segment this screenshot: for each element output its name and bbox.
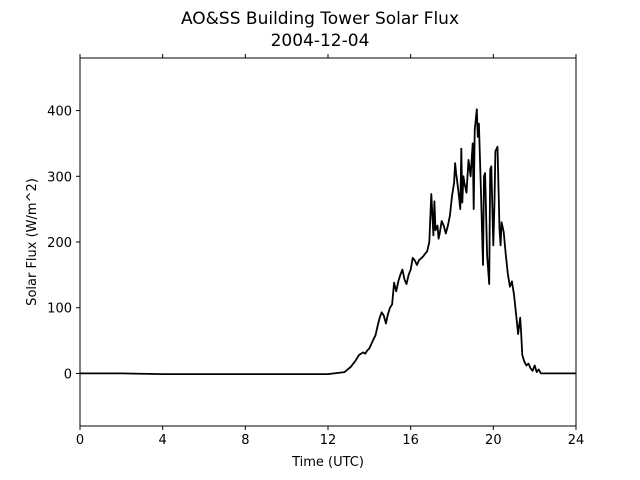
y-axis-label: Solar Flux (W/m^2) — [25, 178, 40, 306]
x-tick-label: 4 — [159, 433, 167, 448]
x-tick-label: 20 — [485, 433, 502, 448]
y-tick-label: 0 — [64, 367, 72, 382]
x-axis-label: Time (UTC) — [291, 455, 364, 470]
y-tick-label: 200 — [47, 236, 72, 251]
series-layer — [80, 108, 576, 375]
y-tick-label: 100 — [47, 302, 72, 317]
x-tick-label: 16 — [402, 433, 419, 448]
x-tick-label: 24 — [568, 433, 585, 448]
solar-flux-line — [80, 108, 576, 375]
y-axis: 0 100 200 300 400 — [47, 105, 80, 382]
x-tick-label: 0 — [76, 433, 84, 448]
y-tick-label: 400 — [47, 105, 72, 120]
chart-subtitle: 2004-12-04 — [271, 31, 370, 51]
x-tick-label: 12 — [320, 433, 337, 448]
x-axis: 0 4 8 12 16 20 24 — [76, 54, 584, 448]
chart-title: AO&SS Building Tower Solar Flux — [181, 9, 459, 29]
x-tick-label: 8 — [241, 433, 249, 448]
y-tick-label: 300 — [47, 170, 72, 185]
